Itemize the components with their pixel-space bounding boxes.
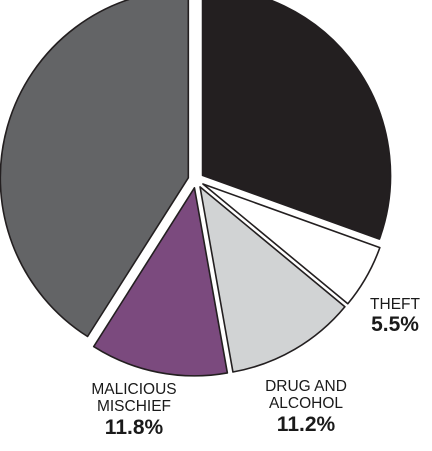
- pie-slice-theft: [202, 183, 381, 305]
- slice-label-malicious-mischief-value: 11.8%: [104, 415, 164, 439]
- pie-slice-malicious-mischief: [92, 187, 229, 377]
- slice-label-theft-name: THEFT: [370, 296, 420, 313]
- slice-label-theft-value: 5.5%: [371, 313, 419, 337]
- pie-slice-slice-0: [201, 0, 392, 240]
- slice-label-drug-and-alcohol-value: 11.2%: [276, 412, 336, 436]
- slice-label-drug-and-alcohol: DRUG AND ALCOHOL 11.2%: [246, 378, 366, 436]
- slice-label-malicious-mischief: MALICIOUS MISCHIEF 11.8%: [74, 381, 194, 439]
- slice-label-drug-and-alcohol-name: DRUG AND ALCOHOL: [265, 378, 347, 413]
- slice-label-malicious-mischief-name: MALICIOUS MISCHIEF: [91, 381, 177, 416]
- pie-slice-slice-4: [0, 0, 190, 338]
- pie-slice-drug-and-alcohol: [199, 186, 346, 373]
- slice-label-theft: THEFT 5.5%: [355, 296, 432, 337]
